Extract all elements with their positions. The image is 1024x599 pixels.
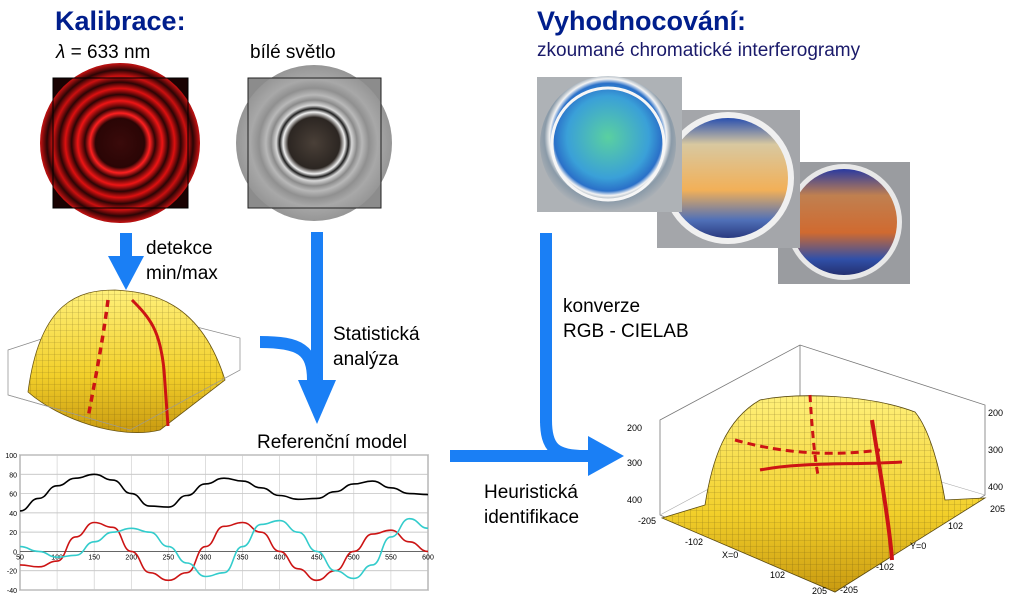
laser-interferogram-image bbox=[40, 63, 200, 223]
reference-model-label: Referenční model bbox=[257, 432, 407, 453]
surface-x-tick-label: -205 bbox=[638, 516, 656, 526]
evaluation-surface-plot bbox=[659, 344, 987, 593]
white-light-label: bílé světlo bbox=[250, 42, 336, 63]
surface-right-tick-label: 200 bbox=[988, 408, 1003, 418]
surface-x-tick-label: X=0 bbox=[722, 550, 738, 560]
evaluation-subtitle: zkoumané chromatické interferogramy bbox=[537, 40, 861, 61]
chart-x-tick-label: 250 bbox=[163, 554, 175, 561]
conversion-label: konverze RGB - CIELAB bbox=[563, 294, 689, 344]
calibration-surface-plot bbox=[7, 289, 241, 433]
heuristic-line1: Heuristická bbox=[484, 482, 578, 503]
conversion-line1: konverze bbox=[563, 296, 641, 317]
chart-x-tick-label: 450 bbox=[311, 554, 323, 561]
chart-x-tick-label: 200 bbox=[125, 554, 137, 561]
surface-left-tick-label: 400 bbox=[627, 495, 642, 505]
chart-series-line-3 bbox=[19, 517, 429, 580]
chart-x-tick-label: 600 bbox=[422, 554, 434, 561]
surface-left-tick-label: 300 bbox=[627, 458, 642, 468]
chart-x-tick-label: 400 bbox=[274, 554, 286, 561]
surface-plot-ticks: 200 300 400 200 300 400 -205 -102 X=0 102 205 205 10… bbox=[627, 408, 1005, 596]
chart-y-tick-label: 40 bbox=[9, 511, 17, 518]
calibration-title: Kalibrace: bbox=[55, 6, 186, 36]
chart-x-tick-label: 300 bbox=[200, 554, 212, 561]
surface-y-tick-label: 205 bbox=[990, 504, 1005, 514]
chart-y-tick-label: -40 bbox=[7, 588, 17, 595]
arrow-statistics bbox=[298, 232, 336, 424]
arrow-evaluation bbox=[450, 233, 624, 476]
surface-x-tick-label: 205 bbox=[812, 586, 827, 596]
conversion-line2: RGB - CIELAB bbox=[563, 321, 689, 342]
white-light-interferogram-image bbox=[236, 65, 392, 221]
chart-y-tick-label: -20 bbox=[7, 569, 17, 576]
evaluation-title: Vyhodnocování: bbox=[537, 6, 747, 36]
chromatic-interferogram-1 bbox=[537, 76, 682, 212]
chart-x-tick-label: 500 bbox=[348, 554, 360, 561]
surface-right-tick-label: 400 bbox=[988, 482, 1003, 492]
surface-left-tick-label: 200 bbox=[627, 423, 642, 433]
heuristic-line2: identifikace bbox=[484, 507, 580, 528]
wavelength-value: = 633 nm bbox=[70, 42, 151, 63]
chart-x-tick-label: 150 bbox=[88, 554, 100, 561]
surface-y-tick-label: Y=0 bbox=[910, 541, 926, 551]
surface-y-tick-label: -205 bbox=[840, 585, 858, 595]
chart-y-tick-label: 20 bbox=[9, 530, 17, 537]
chart-series-line-2 bbox=[19, 521, 429, 582]
statistics-label: Statistická analýza bbox=[333, 322, 420, 372]
detection-line1: detekce bbox=[146, 238, 213, 259]
heuristic-label: Heuristická identifikace bbox=[484, 480, 579, 530]
chart-y-tick-label: 100 bbox=[5, 453, 17, 460]
lambda-symbol: λ bbox=[56, 42, 66, 63]
surface-x-tick-label: 102 bbox=[770, 570, 785, 580]
chromatic-interferogram-3 bbox=[778, 162, 910, 284]
wavelength-label: λ = 633 nm bbox=[56, 42, 150, 64]
arrow-detection bbox=[108, 233, 144, 290]
surface-x-tick-label: -102 bbox=[685, 537, 703, 547]
chart-series-line-1 bbox=[19, 473, 429, 512]
chart-x-tick-label: 50 bbox=[16, 554, 24, 561]
surface-right-tick-label: 300 bbox=[988, 445, 1003, 455]
detection-label: detekce min/max bbox=[146, 236, 218, 286]
chart-x-tick-label: 550 bbox=[385, 554, 397, 561]
chart-x-tick-label: 350 bbox=[237, 554, 249, 561]
surface-y-tick-label: -102 bbox=[876, 562, 894, 572]
chart-y-tick-label: 80 bbox=[9, 472, 17, 479]
detection-line2: min/max bbox=[146, 263, 218, 284]
surface-y-tick-label: 102 bbox=[948, 521, 963, 531]
arrow-merge bbox=[259, 336, 319, 381]
statistics-line1: Statistická bbox=[333, 324, 420, 345]
chart-frame bbox=[19, 454, 429, 591]
chart-y-tick-label: 60 bbox=[9, 492, 17, 499]
chart-y-tick-label: 0 bbox=[13, 549, 17, 556]
statistics-line2: analýza bbox=[333, 349, 399, 370]
chromatic-interferogram-2 bbox=[657, 110, 800, 248]
